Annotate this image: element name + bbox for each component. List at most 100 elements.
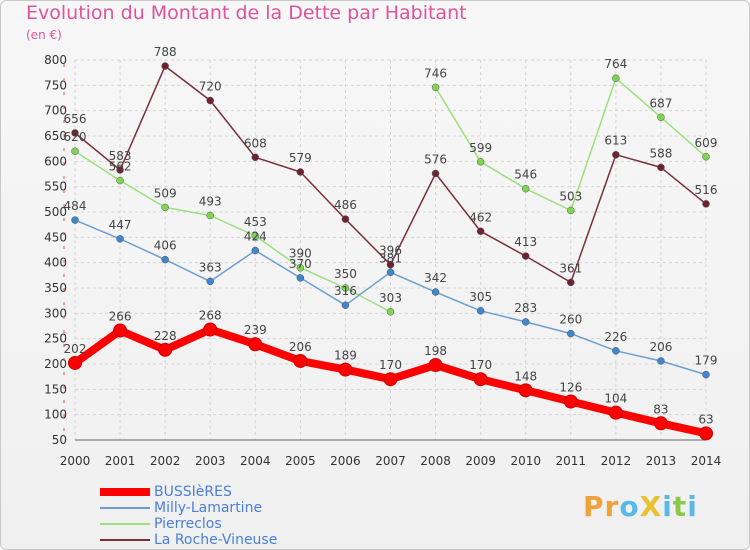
data-point <box>293 353 308 368</box>
data-label: 260 <box>559 313 582 327</box>
legend-label: La Roche-Vineuse <box>154 532 278 548</box>
x-tick-label: 2006 <box>330 454 361 468</box>
data-point <box>161 62 169 70</box>
data-point <box>702 200 710 208</box>
data-label: 484 <box>64 199 87 213</box>
legend-item: La Roche-Vineuse <box>100 532 400 548</box>
data-label: 413 <box>514 235 537 249</box>
data-label: 350 <box>334 267 357 281</box>
legend-swatch <box>100 523 150 525</box>
x-tick-label: 2008 <box>420 454 451 468</box>
y-tick-label: 250 <box>44 332 67 346</box>
data-point <box>71 129 79 137</box>
data-point <box>521 318 530 326</box>
y-tick-label: 400 <box>44 256 67 270</box>
y-tick-label: 50 <box>52 433 67 447</box>
data-label: 170 <box>379 358 402 372</box>
x-tick-label: 2007 <box>375 454 406 468</box>
x-tick-label: 2005 <box>285 454 316 468</box>
data-label: 503 <box>559 189 582 203</box>
data-point <box>657 113 665 122</box>
y-tick-label: 450 <box>44 230 67 244</box>
x-tick-label: 2013 <box>646 454 677 468</box>
x-tick-label: 2001 <box>105 454 136 468</box>
data-label: 283 <box>514 301 537 315</box>
data-label: 613 <box>604 134 627 148</box>
data-label: 303 <box>379 291 402 305</box>
data-label: 462 <box>469 210 492 224</box>
data-label: 447 <box>109 218 132 232</box>
y-tick-label: 200 <box>44 357 67 371</box>
data-label: 148 <box>514 369 537 383</box>
data-label: 189 <box>334 349 357 363</box>
data-label: 396 <box>379 244 402 258</box>
data-label: 361 <box>559 261 582 275</box>
proxiti-logo: ProXiti <box>583 490 698 523</box>
data-label: 620 <box>64 130 87 144</box>
data-label: 656 <box>64 112 87 126</box>
y-tick-label: 800 <box>44 53 67 67</box>
legend-item: Pierreclos <box>100 516 400 532</box>
legend-label: Milly-Lamartine <box>154 500 263 516</box>
data-point <box>68 355 82 370</box>
data-point <box>161 255 169 264</box>
data-label: 588 <box>649 146 672 160</box>
data-label: 381 <box>379 251 402 265</box>
data-label: 198 <box>424 344 447 358</box>
data-label: 170 <box>469 358 492 372</box>
data-label: 202 <box>64 342 87 356</box>
data-point <box>521 184 530 193</box>
y-tick-label: 650 <box>44 129 67 143</box>
data-label: 579 <box>289 151 312 165</box>
data-point <box>203 322 218 337</box>
data-point <box>612 74 620 82</box>
legend-label: Pierreclos <box>154 516 222 532</box>
data-label: 179 <box>695 354 718 368</box>
data-label: 599 <box>469 141 492 155</box>
data-point <box>296 263 305 272</box>
data-point <box>702 153 710 161</box>
data-label: 342 <box>424 271 447 285</box>
data-label: 720 <box>199 80 222 94</box>
y-tick-label: 500 <box>44 205 67 219</box>
data-label: 788 <box>154 45 177 59</box>
data-point <box>518 383 533 398</box>
data-label: 493 <box>199 195 222 209</box>
data-label: 453 <box>244 215 267 229</box>
data-point <box>473 372 488 387</box>
data-point <box>567 206 575 215</box>
data-label: 608 <box>244 136 267 150</box>
data-label: 576 <box>424 152 447 166</box>
data-point <box>657 163 665 172</box>
legend-swatch <box>100 539 150 541</box>
data-point <box>296 274 305 282</box>
data-point <box>521 252 530 260</box>
data-point <box>567 278 575 287</box>
y-tick-label: 600 <box>44 154 67 168</box>
data-point <box>71 147 79 155</box>
data-point <box>608 405 623 420</box>
data-label: 486 <box>334 198 357 212</box>
x-tick-label: 2000 <box>60 454 91 468</box>
data-point <box>699 426 713 441</box>
data-point <box>386 268 395 277</box>
data-point <box>71 216 79 224</box>
data-point <box>657 357 665 365</box>
y-tick-label: 700 <box>44 104 67 118</box>
data-point <box>158 342 173 357</box>
data-label: 583 <box>109 149 132 163</box>
data-point <box>248 337 263 352</box>
x-tick-label: 2014 <box>691 454 722 468</box>
y-tick-label: 300 <box>44 306 67 320</box>
chart-title: Evolution du Montant de la Dette par Hab… <box>26 2 467 24</box>
data-point <box>116 235 124 243</box>
x-tick-label: 2002 <box>150 454 181 468</box>
data-point <box>563 394 578 409</box>
data-point <box>206 211 214 220</box>
y-tick-label: 350 <box>44 281 67 295</box>
data-label: 370 <box>289 257 312 271</box>
y-tick-label: 550 <box>44 180 67 194</box>
data-point <box>113 323 128 338</box>
